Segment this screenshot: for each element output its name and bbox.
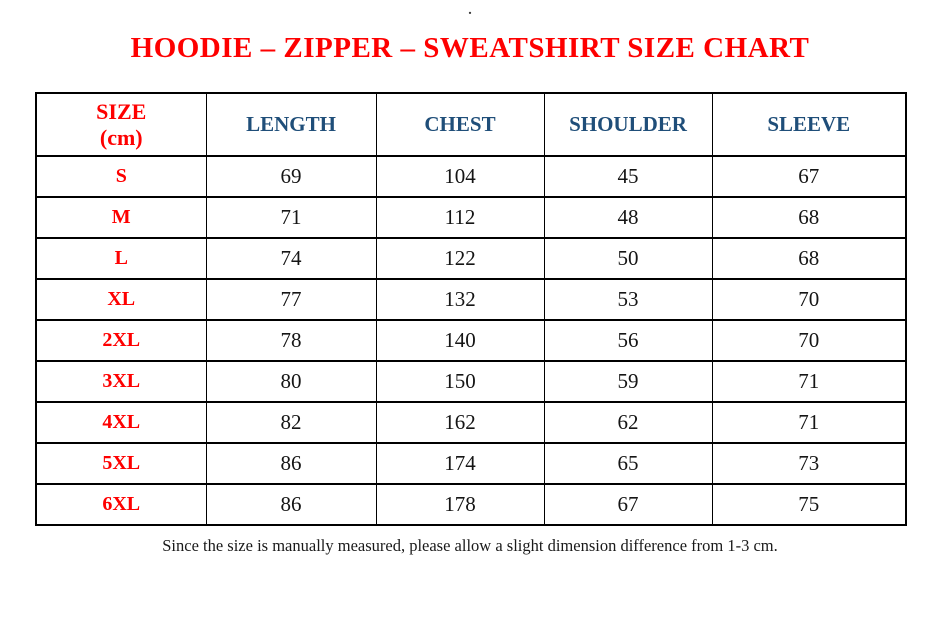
sleeve-cell: 70 [711,278,907,321]
chest-cell: 112 [375,196,545,239]
size-cell: L [35,237,207,280]
table-row-4xl: 4XL 82 162 62 71 [35,401,907,444]
size-cell: XL [35,278,207,321]
size-cell: 5XL [35,442,207,485]
size-chart-table: SIZE (cm) LENGTH CHEST SHOULDER SLEEVE S… [35,92,907,526]
size-cell: 3XL [35,360,207,403]
chest-cell: 162 [375,401,545,444]
sleeve-cell: 67 [711,155,907,198]
column-header-chest: CHEST [375,92,545,157]
chest-cell: 150 [375,360,545,403]
column-header-sleeve: SLEEVE [711,92,907,157]
shoulder-cell: 50 [543,237,713,280]
column-header-shoulder: SHOULDER [543,92,713,157]
shoulder-cell: 62 [543,401,713,444]
length-cell: 86 [205,442,377,485]
size-cell: 6XL [35,483,207,526]
chest-cell: 178 [375,483,545,526]
sleeve-cell: 75 [711,483,907,526]
chest-cell: 132 [375,278,545,321]
shoulder-cell: 67 [543,483,713,526]
sleeve-cell: 73 [711,442,907,485]
table-row-5xl: 5XL 86 174 65 73 [35,442,907,485]
chest-cell: 122 [375,237,545,280]
length-cell: 74 [205,237,377,280]
sleeve-cell: 68 [711,196,907,239]
sleeve-cell: 71 [711,401,907,444]
length-cell: 78 [205,319,377,362]
sleeve-cell: 71 [711,360,907,403]
chest-cell: 174 [375,442,545,485]
header-row: SIZE (cm) LENGTH CHEST SHOULDER SLEEVE [35,92,907,157]
table-row-3xl: 3XL 80 150 59 71 [35,360,907,403]
page-title: HOODIE – ZIPPER – SWEATSHIRT SIZE CHART [130,32,810,64]
size-cell: 4XL [35,401,207,444]
length-cell: 71 [205,196,377,239]
column-header-length: LENGTH [205,92,377,157]
length-cell: 80 [205,360,377,403]
chest-cell: 104 [375,155,545,198]
table-row-xl: XL 77 132 53 70 [35,278,907,321]
chest-cell: 140 [375,319,545,362]
top-dot-mark: . [468,3,472,18]
shoulder-cell: 48 [543,196,713,239]
length-cell: 82 [205,401,377,444]
shoulder-cell: 53 [543,278,713,321]
length-cell: 77 [205,278,377,321]
shoulder-cell: 45 [543,155,713,198]
table-row-2xl: 2XL 78 140 56 70 [35,319,907,362]
sleeve-cell: 70 [711,319,907,362]
size-cell: S [35,155,207,198]
shoulder-cell: 59 [543,360,713,403]
length-cell: 69 [205,155,377,198]
size-cell: 2XL [35,319,207,362]
shoulder-cell: 65 [543,442,713,485]
table-row-6xl: 6XL 86 178 67 75 [35,483,907,526]
table-row-l: L 74 122 50 68 [35,237,907,280]
sleeve-cell: 68 [711,237,907,280]
table-row-m: M 71 112 48 68 [35,196,907,239]
measurement-disclaimer: Since the size is manually measured, ple… [162,536,778,555]
length-cell: 86 [205,483,377,526]
column-header-size-cm: SIZE (cm) [35,92,207,157]
shoulder-cell: 56 [543,319,713,362]
size-cell: M [35,196,207,239]
table-row-s: S 69 104 45 67 [35,155,907,198]
